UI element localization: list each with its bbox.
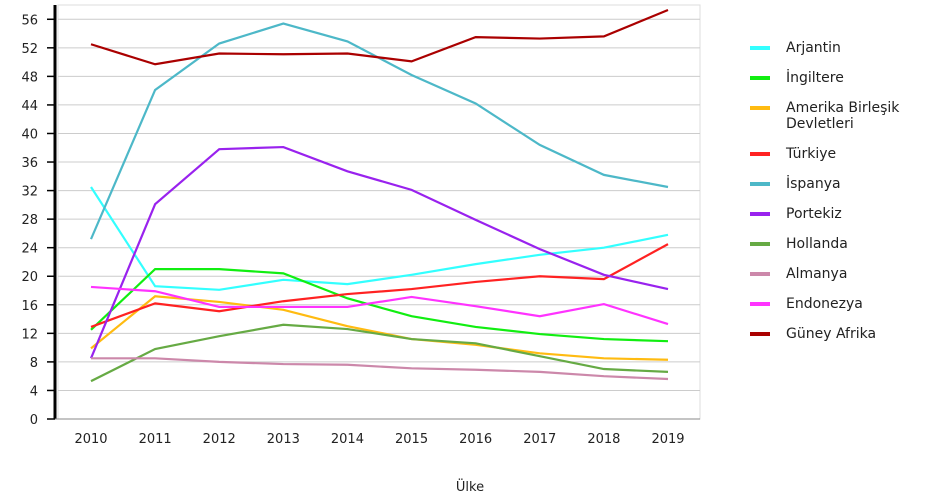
y-tick-label: 52: [21, 42, 38, 57]
y-tick-label: 36: [21, 156, 38, 171]
x-tick-label: 2012: [203, 432, 236, 447]
x-tick-label: 2011: [139, 432, 172, 447]
x-tick-label: 2016: [459, 432, 492, 447]
legend-swatch: [750, 152, 770, 156]
line-series: [90, 268, 669, 343]
legend-label: Portekiz: [786, 206, 842, 222]
legend-item: İngiltere: [750, 70, 950, 86]
legend-swatch: [750, 242, 770, 246]
line-series: [90, 285, 669, 326]
legend-label: Hollanda: [786, 236, 848, 252]
x-tick-label: 2014: [331, 432, 364, 447]
legend-item: İspanya: [750, 176, 950, 192]
legend-swatch: [750, 212, 770, 216]
legend-swatch: [750, 302, 770, 306]
y-tick-label: 24: [21, 242, 38, 257]
legend-item: Almanya: [750, 266, 950, 282]
y-tick-label: 40: [21, 127, 38, 142]
y-tick-label: 12: [21, 327, 38, 342]
legend-label: Endonezya: [786, 296, 863, 312]
y-tick-label: 0: [30, 413, 38, 428]
legend-item: Hollanda: [750, 236, 950, 252]
x-tick-label: 2015: [395, 432, 428, 447]
legend-item: Portekiz: [750, 206, 950, 222]
legend-label: İspanya: [786, 176, 841, 192]
legend-label: Amerika Birleşik Devletleri: [786, 100, 900, 132]
legend-item: Güney Afrika: [750, 326, 950, 342]
legend-item: Endonezya: [750, 296, 950, 312]
legend: Arjantin İngiltere Amerika Birleşik Devlet…: [750, 40, 950, 356]
legend-swatch: [750, 182, 770, 186]
line-series: [91, 357, 669, 381]
y-tick-label: 28: [21, 213, 38, 228]
legend-label: Arjantin: [786, 40, 841, 56]
line-series: [90, 8, 669, 66]
x-tick-label: 2018: [587, 432, 620, 447]
legend-label: Almanya: [786, 266, 848, 282]
legend-swatch: [750, 272, 770, 276]
legend-label: Türkiye: [786, 146, 837, 162]
y-tick-label: 44: [21, 99, 38, 114]
x-tick-label: 2017: [523, 432, 556, 447]
line-series: [89, 145, 669, 359]
x-axis-label: Ülke: [456, 478, 484, 495]
y-tick-label: 56: [21, 13, 38, 28]
y-tick-label: 16: [21, 299, 38, 314]
legend-item: Türkiye: [750, 146, 950, 162]
y-tick-label: 32: [21, 185, 38, 200]
y-tick-label: 4: [30, 384, 38, 399]
line-series: [90, 243, 669, 328]
legend-swatch: [750, 76, 770, 80]
line-series: [90, 186, 669, 291]
legend-swatch: [750, 332, 770, 336]
legend-item: Amerika Birleşik Devletleri: [750, 100, 950, 132]
x-tick-label: 2010: [74, 432, 107, 447]
plot-area: [57, 4, 701, 420]
x-tick-label: 2019: [651, 432, 684, 447]
line-series: [90, 323, 669, 383]
legend-swatch: [750, 106, 770, 110]
x-tick-label: 2013: [267, 432, 300, 447]
legend-item: Arjantin: [750, 40, 950, 56]
legend-swatch: [750, 46, 770, 50]
y-tick-label: 48: [21, 70, 38, 85]
legend-label: Güney Afrika: [786, 326, 877, 342]
y-tick-label: 20: [21, 270, 38, 285]
y-tick-label: 8: [30, 356, 38, 371]
legend-label: İngiltere: [786, 70, 844, 86]
